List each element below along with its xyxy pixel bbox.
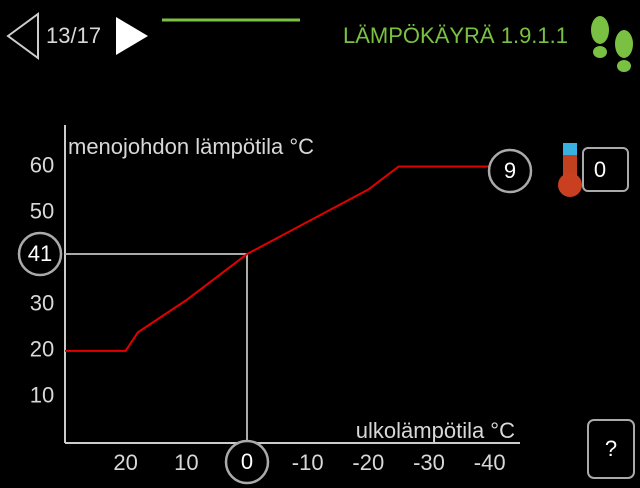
curve-number: 9: [504, 158, 516, 183]
x-tick-label: 10: [174, 450, 198, 475]
selected-flow: 41: [28, 241, 52, 266]
help-icon: ?: [605, 436, 617, 461]
selected-flow-ring[interactable]: [17, 231, 63, 277]
y-tick-label: 20: [30, 337, 54, 362]
screen-title: LÄMPÖKÄYRÄ 1.9.1.1: [343, 23, 568, 48]
help-button[interactable]: [587, 419, 635, 479]
prev-arrow[interactable]: [6, 12, 39, 60]
x-tick-label: -30: [413, 450, 445, 475]
page-indicator: 13/17: [46, 23, 101, 48]
curve-number-ring[interactable]: [487, 148, 533, 194]
y-tick-label: 30: [30, 291, 54, 316]
foot: [617, 60, 631, 72]
x-axis-label: ulkolämpötila °C: [356, 418, 515, 443]
foot: [615, 30, 633, 58]
x-tick-label: -10: [292, 450, 324, 475]
thermometer-bulb: [558, 173, 582, 197]
offset-control[interactable]: 0: [558, 143, 629, 197]
selected-outdoor: 0: [241, 449, 253, 474]
y-tick-label: 60: [30, 152, 54, 177]
y-tick-label: 10: [30, 383, 54, 408]
offset-value: 0: [594, 157, 606, 182]
x-tick-label: -20: [352, 450, 384, 475]
x-tick-label: 20: [113, 450, 137, 475]
footsteps-icon[interactable]: [591, 16, 633, 72]
foot: [593, 46, 607, 58]
x-tick-label: -40: [474, 450, 506, 475]
next-arrow[interactable]: [116, 17, 148, 55]
selected-outdoor-ring[interactable]: [224, 439, 270, 485]
foot: [591, 16, 609, 44]
y-axis-label: menojohdon lämpötila °C: [68, 134, 314, 159]
thermometer-cap: [563, 143, 577, 155]
offset-box: [582, 147, 629, 192]
y-tick-label: 50: [30, 198, 54, 223]
heating-curve: [65, 165, 490, 352]
